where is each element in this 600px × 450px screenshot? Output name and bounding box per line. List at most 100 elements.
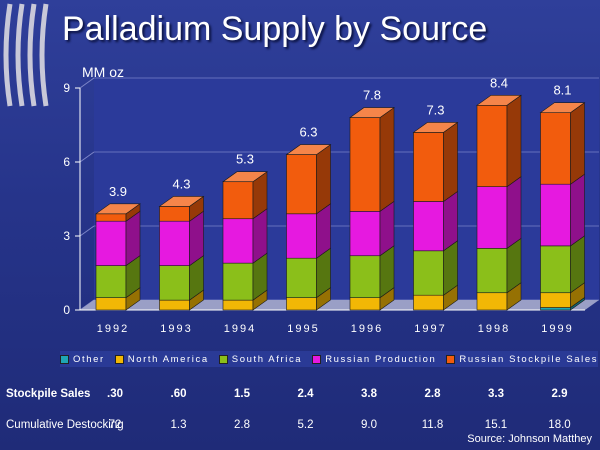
legend-swatch [446, 354, 456, 364]
x-tick-label: 1993 [160, 323, 192, 335]
bar-segment-other [540, 307, 571, 311]
x-tick-label: 1996 [351, 323, 383, 335]
bar-segment-north-america [95, 297, 127, 311]
legend-label: Other [73, 353, 105, 365]
legend-label: Russian Production [325, 353, 437, 365]
x-tick-label: 1997 [414, 323, 446, 335]
cumulative-destocking-value: 9.0 [361, 419, 377, 431]
logo-icon [3, 3, 49, 107]
bar-segment-south-africa [286, 257, 317, 298]
bar-top [349, 107, 395, 118]
x-tick-label: 1998 [478, 323, 510, 335]
bar-segment-north-america [540, 292, 571, 308]
bar-1993 [158, 195, 205, 311]
bar-segment-south-africa [159, 265, 190, 301]
stockpile-sales-label: Stockpile Sales [6, 388, 91, 400]
bar-segment-side [506, 94, 522, 188]
stockpile-sales-value: 2.4 [297, 388, 314, 400]
stockpile-sales-value: 3.8 [361, 388, 377, 400]
bar-segment-russian-stockpile-sales [159, 206, 190, 222]
x-tick-label: 1994 [224, 323, 256, 335]
bar-segment-side [316, 144, 331, 215]
bar-segment-north-america [159, 299, 190, 311]
bar-top [222, 171, 268, 183]
legend-label: South Africa [231, 353, 303, 365]
bar-segment-side [379, 107, 395, 212]
legend-item-russian-production: Russian Production [312, 354, 436, 365]
legend-item-north-america: North America [114, 353, 209, 365]
cumulative-destocking-value: 18.0 [548, 419, 571, 431]
chart-legend: Other North America South Africa Russian Pr… [60, 351, 598, 367]
y-tick-label: 0 [63, 303, 70, 317]
legend-swatch [114, 354, 124, 364]
cumulative-destocking-value: 5.2 [297, 419, 314, 431]
cumulative-destocking-value: 2.8 [234, 419, 250, 431]
stacked-bar-chart: 0 3 6 9 3.9 1992 4.3 1993 5.3 1994 6.3 1995 7.8 1996 7… [63, 75, 599, 335]
bar-total-label: 7.3 [426, 102, 444, 117]
bar-top [285, 144, 332, 155]
legend-item-other: Other [60, 354, 105, 365]
bar-total-label: 3.9 [109, 184, 127, 199]
bar-total-label: 6.3 [299, 125, 317, 140]
cumulative-destocking-value: 15.1 [484, 419, 508, 431]
bar-1997 [412, 121, 459, 311]
bar-segment-russian-production [95, 220, 127, 266]
cumulative-destocking-row: Cumulative Destocking 72 1.3 2.8 5.2 9.0 11.8… [6, 419, 600, 435]
plot-floor [80, 300, 599, 310]
gridline-diag [79, 151, 95, 163]
stockpile-sales-value: .60 [170, 388, 187, 400]
bar-segment-russian-production [286, 213, 317, 259]
stockpile-sales-value: 2.8 [424, 388, 441, 400]
bar-segment-russian-stockpile-sales [476, 104, 508, 187]
y-tick-label: 9 [63, 81, 70, 95]
gridline-diag [79, 225, 95, 237]
bar-segment-russian-stockpile-sales [95, 213, 127, 222]
bar-total-label: 4.3 [172, 176, 190, 191]
cumulative-destocking-value: 72 [108, 419, 122, 431]
x-tick-label: 1995 [287, 323, 319, 335]
bar-segment-north-america [222, 299, 254, 311]
gridline-diag [79, 77, 95, 89]
bar-segment-south-africa [349, 255, 381, 298]
bar-segment-south-africa [95, 265, 127, 298]
bar-segment-north-america [286, 297, 317, 311]
bar-segment-south-africa [413, 250, 444, 296]
x-tick-label: 1992 [97, 323, 129, 335]
bar-segment-side [570, 173, 585, 247]
bar-total-label: 5.3 [236, 152, 254, 167]
bar-segment-russian-production [222, 218, 254, 264]
bar-1994 [222, 171, 268, 311]
bar-1998 [476, 94, 522, 311]
stockpile-sales-value: 1.5 [234, 388, 250, 400]
bar-total-label: 8.1 [553, 83, 571, 98]
legend-swatch [312, 354, 322, 364]
bar-segment-russian-stockpile-sales [286, 154, 317, 215]
legend-label: North America [127, 353, 209, 365]
stockpile-sales-value: .30 [107, 388, 123, 400]
cumulative-destocking-value: 1.3 [170, 419, 187, 431]
bar-1992 [95, 203, 141, 311]
legend-item-south-africa: South Africa [218, 353, 303, 365]
bar-segment-russian-stockpile-sales [222, 181, 254, 220]
bar-segment-north-america [349, 297, 381, 311]
bar-1995 [285, 144, 332, 311]
y-axis-label: MM oz [82, 64, 124, 80]
y-tick-label: 3 [63, 229, 70, 243]
bar-segment-russian-stockpile-sales [540, 112, 571, 185]
bar-segment-russian-production [349, 211, 381, 257]
legend-swatch [60, 354, 69, 364]
bar-total-label: 7.8 [363, 88, 381, 103]
bar-top [412, 122, 459, 133]
bar-segment-russian-production [159, 220, 190, 266]
x-tick-label: 1999 [541, 323, 573, 335]
bar-segment-russian-production [540, 183, 571, 247]
bar-segment-russian-stockpile-sales [349, 117, 381, 212]
legend-item-russian-stockpile-sales: Russian Stockpile Sales [446, 354, 598, 365]
cumulative-destocking-value: 11.8 [421, 419, 444, 431]
cumulative-destocking-label: Cumulative Destocking [6, 419, 124, 431]
stockpile-sales-value: 3.3 [488, 388, 504, 400]
bar-segment-side [506, 176, 522, 249]
bar-total-label: 8.4 [490, 75, 508, 90]
bar-top [539, 102, 586, 113]
page-title: Palladium Supply by Source [62, 10, 488, 48]
